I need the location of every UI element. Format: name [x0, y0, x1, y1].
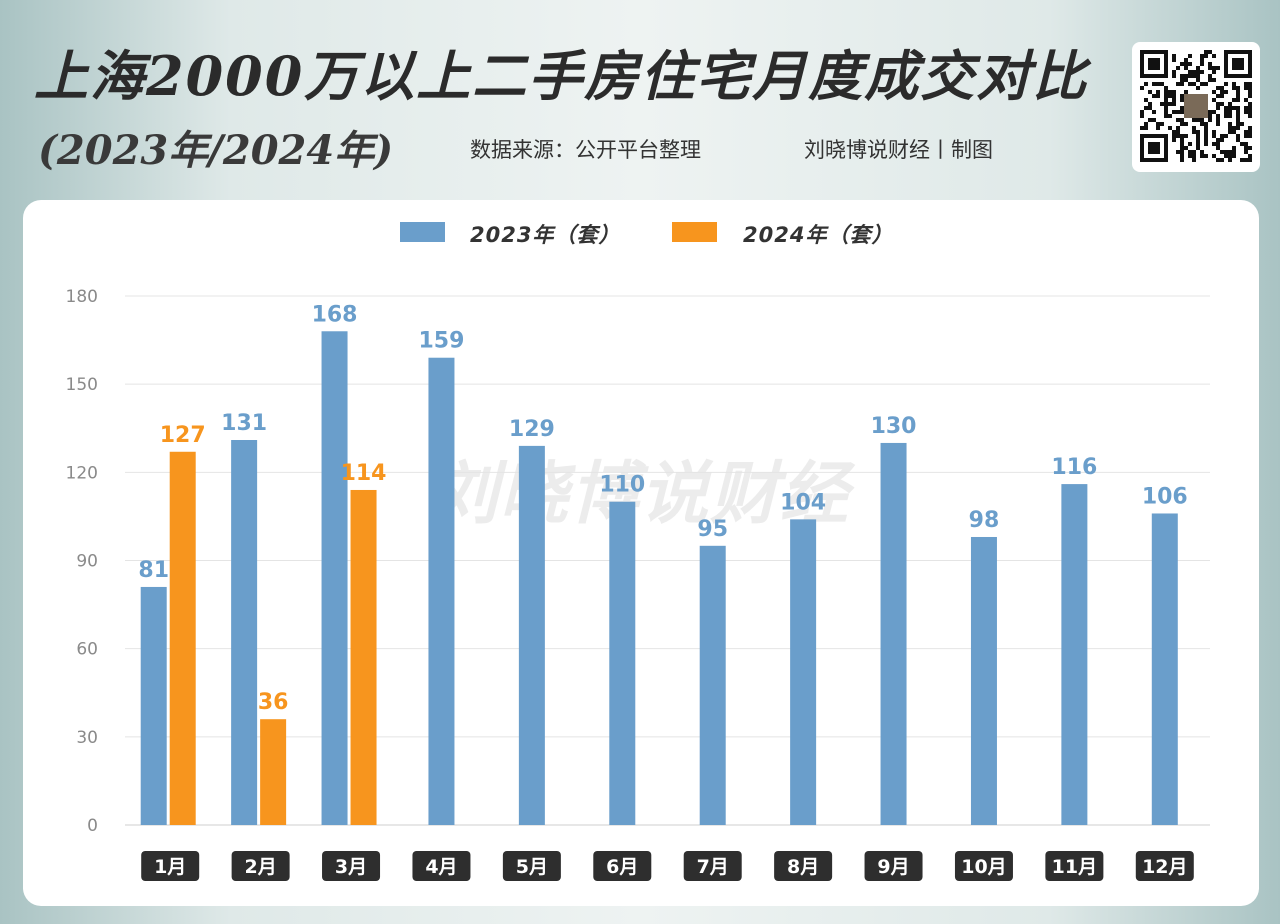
legend-swatch-2023: [400, 222, 445, 242]
x-tick-label: 8月: [787, 856, 819, 878]
y-tick-label: 60: [76, 640, 98, 660]
x-tick-label: 2月: [245, 856, 277, 878]
legend-swatch-2024: [672, 222, 717, 242]
month-tag: [1135, 851, 1194, 881]
month-tag: [1045, 851, 1104, 881]
bar-2024: [260, 719, 287, 825]
bar-2023: [790, 519, 817, 825]
chart-card: [23, 200, 1259, 906]
data-label-2023: 104: [780, 490, 826, 515]
legend-label-2024: 2024年（套）: [743, 223, 894, 247]
month-tag: [683, 851, 742, 881]
month-tag: [774, 851, 833, 881]
y-tick-label: 180: [66, 287, 98, 307]
y-tick-label: 30: [76, 728, 98, 748]
data-label-2023: 116: [1051, 455, 1097, 480]
month-tag: [954, 851, 1013, 881]
watermark: 刘晓博说财经: [430, 455, 851, 534]
data-label-2023: 95: [697, 517, 728, 542]
y-tick-label: 90: [76, 552, 98, 572]
y-tick-label: 0: [87, 816, 98, 836]
data-label-2024: 36: [258, 690, 289, 715]
data-label-2024: 127: [160, 423, 206, 448]
month-tag: [231, 851, 290, 881]
legend-label-2023: 2023年（套）: [470, 223, 621, 247]
y-tick-label: 150: [66, 375, 98, 395]
bar-2023: [880, 442, 907, 825]
x-tick-label: 12月: [1142, 856, 1187, 878]
data-label-2023: 129: [509, 417, 555, 442]
month-tag: [593, 851, 652, 881]
data-label-2023: 110: [599, 473, 645, 498]
x-tick-label: 1月: [154, 856, 186, 878]
bar-2024: [169, 451, 196, 825]
data-label-2023: 131: [221, 411, 267, 436]
month-tag: [502, 851, 561, 881]
bar-2023: [231, 440, 258, 825]
bar-2023: [609, 501, 636, 825]
y-tick-label: 120: [66, 463, 98, 483]
bar-2023: [1061, 484, 1088, 825]
qr-code-graphic: [1140, 50, 1252, 162]
month-tag: [864, 851, 923, 881]
bar-2023: [1151, 513, 1178, 825]
page-title: 上海2000万以上二手房住宅月度成交对比: [34, 44, 1089, 108]
data-label-2023: 106: [1142, 484, 1188, 509]
month-tag: [141, 851, 200, 881]
author-credit: 刘晓博说财经丨制图: [804, 138, 993, 162]
data-label-2023: 168: [312, 302, 358, 327]
bar-2023: [518, 445, 545, 825]
qr-code-icon: [1132, 42, 1260, 172]
bar-2024: [350, 489, 377, 825]
x-tick-label: 4月: [425, 856, 457, 878]
data-source-note: 数据来源：公开平台整理: [470, 138, 701, 162]
month-tag: [322, 851, 381, 881]
x-tick-label: 7月: [697, 856, 729, 878]
bar-2023: [321, 331, 348, 825]
data-label-2024: 114: [341, 461, 387, 486]
x-tick-label: 10月: [961, 856, 1006, 878]
x-tick-label: 9月: [877, 856, 909, 878]
x-tick-label: 3月: [335, 856, 367, 878]
bar-2023: [699, 545, 726, 825]
x-tick-label: 11月: [1052, 856, 1097, 878]
data-label-2023: 81: [138, 558, 169, 583]
bar-2023: [428, 357, 455, 825]
x-tick-label: 5月: [516, 856, 548, 878]
month-tag: [412, 851, 471, 881]
bar-2023: [970, 536, 997, 825]
year-range-subtitle: (2023年/2024年): [38, 127, 394, 174]
data-label-2023: 98: [969, 508, 1000, 533]
data-label-2023: 159: [418, 329, 464, 354]
bar-2023: [140, 586, 167, 825]
data-label-2023: 130: [871, 414, 917, 439]
x-tick-label: 6月: [606, 856, 638, 878]
